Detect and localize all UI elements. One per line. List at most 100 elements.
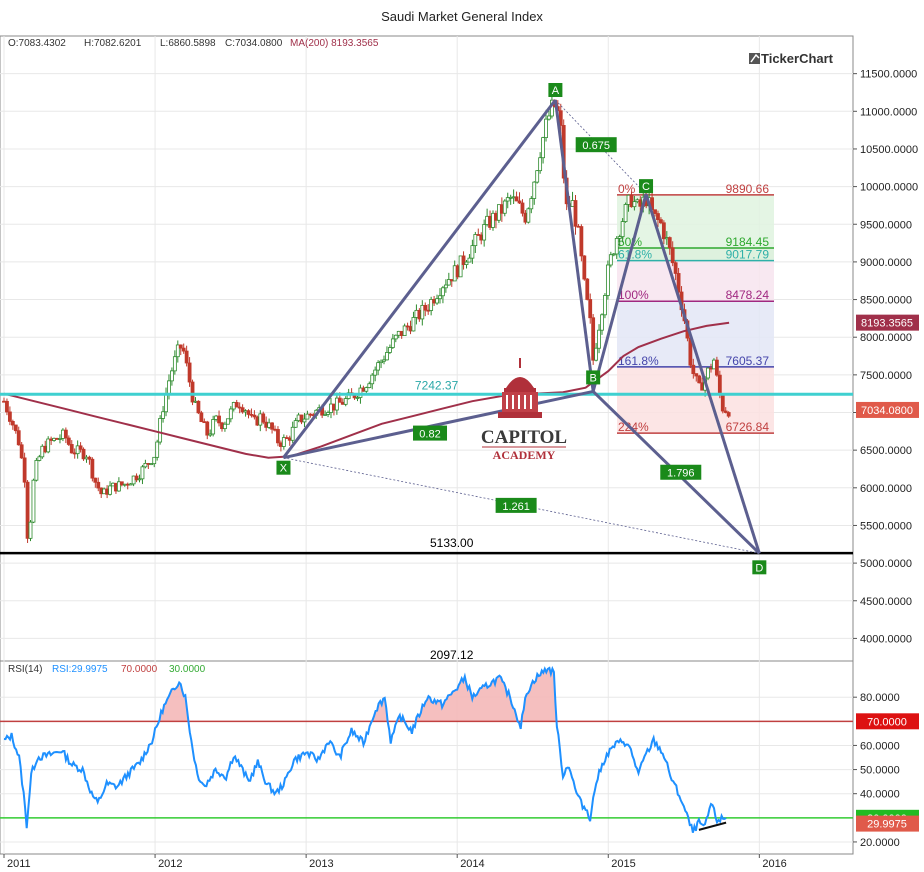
candle-body [252, 414, 257, 418]
candle-body [376, 362, 381, 371]
fib-zone [617, 248, 774, 261]
candle-body [603, 295, 607, 316]
rsi-lower: 30.0000 [169, 664, 206, 675]
candle-body [223, 423, 227, 430]
candle-body [172, 356, 177, 372]
candle-body [161, 411, 165, 419]
rsi-ob-badge-label: 70.0000 [867, 716, 907, 728]
pattern-point-label: C [642, 181, 650, 193]
fibonacci-retracement: 0% 9890.66 50% 9184.45 61.8% 9017.79 100% 8478.… [617, 182, 774, 434]
candle-body [538, 157, 543, 172]
rsi-current-badge-label: 29.9975 [867, 819, 907, 831]
candle-body [470, 245, 475, 259]
fib-level-pct: 0% [618, 182, 636, 196]
candle-body [594, 347, 599, 361]
candle-body [46, 438, 51, 453]
x-tick-label: 2012 [158, 858, 182, 870]
candle-body [355, 397, 360, 399]
candle-body [293, 420, 298, 428]
candle-body [429, 299, 434, 311]
candle-body [720, 394, 725, 412]
fib-level-pct: 50% [618, 235, 642, 249]
candle-body [585, 278, 590, 300]
rsi-panel [0, 660, 854, 855]
rsi-series [0, 665, 853, 833]
candle-body [7, 411, 12, 422]
candle-body [175, 344, 180, 358]
candle-body [5, 400, 9, 413]
candle-body [87, 456, 92, 460]
candle-body [137, 478, 142, 481]
candle-body [116, 481, 121, 492]
ohlc-high: H:7082.6201 [84, 38, 142, 49]
academy-watermark: CAPITOL ACADEMY [481, 358, 567, 462]
price-tick-label: 8000.0000 [860, 332, 912, 344]
candle-body [93, 477, 98, 483]
candle-body [458, 255, 463, 278]
candle-body [178, 344, 183, 349]
clipped-level-label: 2097.12 [430, 648, 474, 662]
candle-body [632, 201, 637, 208]
ma200-path [3, 321, 730, 459]
price-tick-label: 11500.0000 [860, 69, 917, 81]
candle-body [149, 463, 154, 466]
ohlc-open: O:7083.4302 [8, 38, 66, 49]
candle-body [128, 483, 133, 486]
candle-body [37, 456, 42, 461]
price-tick-label: 5500.0000 [860, 520, 912, 532]
price-tick-label: 9500.0000 [860, 219, 912, 231]
candle-body [532, 181, 537, 199]
rsi-tick-label: 60.0000 [860, 740, 900, 752]
candle-body [435, 298, 439, 304]
pattern-point-label: B [589, 372, 596, 384]
candle-body [526, 208, 531, 223]
candle-body [158, 418, 163, 443]
price-tick-label: 9000.0000 [860, 257, 912, 269]
rsi-gridlines [0, 661, 853, 854]
candle-body [608, 254, 613, 266]
candle-body [199, 412, 204, 423]
candle-body [629, 194, 634, 208]
candle-body [611, 253, 616, 256]
candle-body [334, 397, 339, 411]
candle-body [438, 295, 442, 300]
fib-level-value: 9184.45 [726, 235, 770, 249]
academy-sub: ACADEMY [493, 448, 556, 462]
current-price-badge-label: 7034.0800 [861, 405, 913, 417]
x-tick-label: 2014 [460, 858, 484, 870]
price-tick-label: 11000.0000 [860, 106, 917, 118]
candle-body [461, 255, 466, 265]
candle-body [16, 430, 21, 446]
candle-body [420, 304, 425, 320]
candle-body [28, 521, 33, 539]
ma200-line [3, 321, 730, 459]
fib-level-pct: 100% [618, 288, 649, 302]
brand-icon-mark [750, 53, 760, 63]
pattern-point-label: X [280, 463, 288, 475]
candle-body [305, 413, 310, 420]
x-axis: 2011 2012 2013 2014 2015 2016 [3, 854, 787, 870]
x-tick-label: 2013 [309, 858, 333, 870]
candle-body [34, 460, 39, 481]
y-axis: 4000.0000 4500.0000 5000.0000 5500.0000 6000… [853, 69, 919, 849]
candle-body [373, 369, 378, 376]
candle-body [667, 237, 672, 249]
rsi-ob-badge-box [856, 713, 919, 730]
candle-body [152, 456, 157, 465]
candle-body [600, 314, 604, 331]
candle-body [290, 426, 295, 441]
price-tick-label: 10000.0000 [860, 182, 918, 194]
ratio-label: 0.82 [419, 429, 440, 441]
candle-body [390, 338, 395, 348]
candle-body [170, 370, 174, 382]
candle-body [597, 329, 601, 349]
chart-title: Saudi Market General Index [381, 9, 543, 24]
candle-body [588, 299, 593, 319]
candle-body [217, 415, 221, 424]
brand-icon [749, 53, 760, 64]
price-tick-label: 4500.0000 [860, 596, 912, 608]
x-tick-label: 2016 [762, 858, 786, 870]
candle-body [367, 383, 372, 388]
fib-level-pct: 61.8% [618, 248, 652, 262]
